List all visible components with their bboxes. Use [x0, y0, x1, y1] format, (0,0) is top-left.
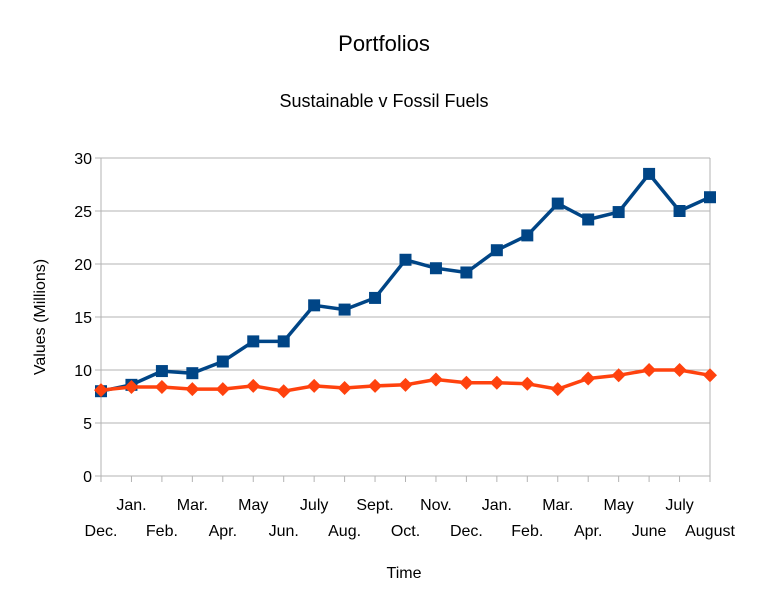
data-point-diamond: [581, 371, 596, 386]
data-point-square: [308, 299, 321, 312]
data-point-diamond: [428, 372, 443, 387]
data-point-diamond: [94, 383, 108, 398]
data-point-diamond: [611, 368, 626, 383]
x-tick-label: Feb.: [511, 523, 543, 540]
x-tick-label: Apr.: [574, 523, 602, 540]
y-tick-label: 0: [83, 469, 92, 486]
data-point-diamond: [154, 379, 169, 394]
x-tick-label: Dec.: [85, 523, 118, 540]
y-tick-label: 25: [74, 204, 92, 221]
data-point-square: [216, 355, 229, 368]
data-point-square: [582, 213, 595, 226]
x-tick-label: Jan.: [482, 497, 512, 514]
x-tick-label: May: [604, 497, 634, 514]
x-axis-title: Time: [387, 565, 422, 582]
data-point-square: [155, 365, 168, 378]
y-tick-label: 5: [83, 416, 92, 433]
data-point-square: [521, 229, 534, 242]
x-tick-label: Oct.: [391, 523, 420, 540]
data-point-diamond: [215, 382, 230, 397]
data-point-diamond: [459, 375, 474, 390]
y-tick-label: 15: [74, 310, 92, 327]
data-point-diamond: [489, 375, 504, 390]
chart-title: Portfolios: [338, 31, 430, 56]
x-tick-label: July: [665, 497, 693, 514]
data-point-diamond: [124, 379, 139, 394]
data-point-square: [247, 335, 260, 348]
y-axis-title: Values (Millions): [32, 259, 49, 375]
data-point-diamond: [337, 381, 352, 396]
y-tick-label: 30: [74, 151, 92, 168]
x-tick-label: Sept.: [356, 497, 393, 514]
x-tick-label: Feb.: [146, 523, 178, 540]
data-point-diamond: [642, 363, 657, 377]
data-point-square: [643, 167, 656, 180]
data-point-diamond: [276, 384, 291, 399]
x-tick-label: Apr.: [209, 523, 237, 540]
x-axis-ticks: Dec.Jan.Feb.Mar.Apr.MayJun.JulyAug.Sept.…: [85, 497, 736, 540]
data-point-diamond: [246, 378, 261, 393]
data-point-diamond: [185, 382, 200, 397]
data-point-square: [490, 244, 503, 257]
data-point-diamond: [672, 363, 687, 377]
x-tick-label: July: [300, 497, 328, 514]
chart-subtitle: Sustainable v Fossil Fuels: [279, 91, 488, 111]
data-point-square: [673, 205, 686, 217]
data-point-square: [612, 206, 625, 219]
data-point-square: [399, 253, 412, 266]
data-point-diamond: [398, 377, 413, 392]
data-point-square: [186, 367, 199, 380]
x-tick-label: Jun.: [269, 523, 299, 540]
y-axis-ticks: 0 5 10 15 20 25 30: [74, 151, 92, 486]
y-tick-label: 20: [74, 257, 92, 274]
y-tick-label: 10: [74, 363, 92, 380]
data-point-square: [551, 197, 564, 210]
x-tick-label: August: [685, 523, 735, 540]
data-point-diamond: [703, 368, 717, 383]
x-tick-label: Mar.: [542, 497, 573, 514]
data-point-diamond: [520, 376, 535, 391]
data-point-diamond: [368, 378, 383, 393]
x-tick-label: Jan.: [116, 497, 146, 514]
x-tick-label: June: [632, 523, 667, 540]
data-point-square: [704, 191, 716, 204]
data-point-square: [429, 262, 442, 275]
data-point-diamond: [307, 378, 322, 393]
x-tick-label: Dec.: [450, 523, 483, 540]
x-tick-label: May: [238, 497, 268, 514]
data-point-square: [277, 335, 290, 348]
data-point-square: [369, 291, 382, 304]
data-point-diamond: [550, 382, 565, 397]
series-group: [94, 167, 717, 399]
x-tick-label: Mar.: [177, 497, 208, 514]
x-tick-label: Aug.: [328, 523, 361, 540]
data-point-square: [338, 303, 351, 316]
x-tick-label: Nov.: [420, 497, 452, 514]
data-point-square: [460, 266, 473, 279]
